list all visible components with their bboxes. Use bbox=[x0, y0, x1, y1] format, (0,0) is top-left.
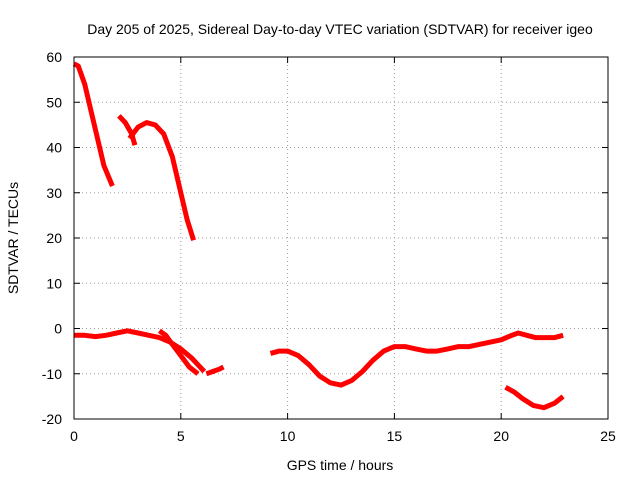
series-arc-5 bbox=[157, 328, 200, 376]
y-axis-ticks: -20 -10 0 10 20 30 40 50 60 bbox=[42, 49, 608, 427]
series-arc-1 bbox=[72, 61, 115, 187]
x-tick-label-5: 25 bbox=[600, 428, 616, 444]
x-tick-label-4: 20 bbox=[493, 428, 509, 444]
y-tick-label-8: 60 bbox=[46, 49, 62, 65]
series-arc-8 bbox=[504, 385, 565, 411]
chart-title: Day 205 of 2025, Sidereal Day-to-day VTE… bbox=[87, 21, 593, 37]
y-tick-label-4: 20 bbox=[46, 230, 62, 246]
y-tick-label-5: 30 bbox=[46, 185, 62, 201]
x-axis-label: GPS time / hours bbox=[287, 457, 394, 473]
x-tick-label-1: 5 bbox=[177, 428, 185, 444]
y-axis-label: SDTVAR / TECUs bbox=[5, 182, 21, 294]
grid-lines bbox=[74, 57, 608, 419]
x-tick-label-2: 10 bbox=[280, 428, 296, 444]
y-tick-label-7: 50 bbox=[46, 94, 62, 110]
data-series bbox=[72, 61, 565, 411]
x-tick-label-3: 15 bbox=[387, 428, 403, 444]
x-axis-ticks: 0 5 10 15 20 25 bbox=[70, 57, 616, 444]
series-arc-3 bbox=[127, 120, 196, 242]
series-arc-4 bbox=[74, 328, 207, 374]
x-tick-label-0: 0 bbox=[70, 428, 78, 444]
series-arc-6 bbox=[205, 364, 225, 377]
y-tick-label-3: 10 bbox=[46, 275, 62, 291]
y-tick-label-0: -20 bbox=[42, 411, 62, 427]
y-tick-label-2: 0 bbox=[54, 321, 62, 337]
series-arc-2 bbox=[117, 114, 138, 146]
series-arc-7 bbox=[269, 330, 564, 388]
plot-frame bbox=[73, 56, 609, 420]
y-tick-label-6: 40 bbox=[46, 140, 62, 156]
y-tick-label-1: -10 bbox=[42, 366, 62, 382]
